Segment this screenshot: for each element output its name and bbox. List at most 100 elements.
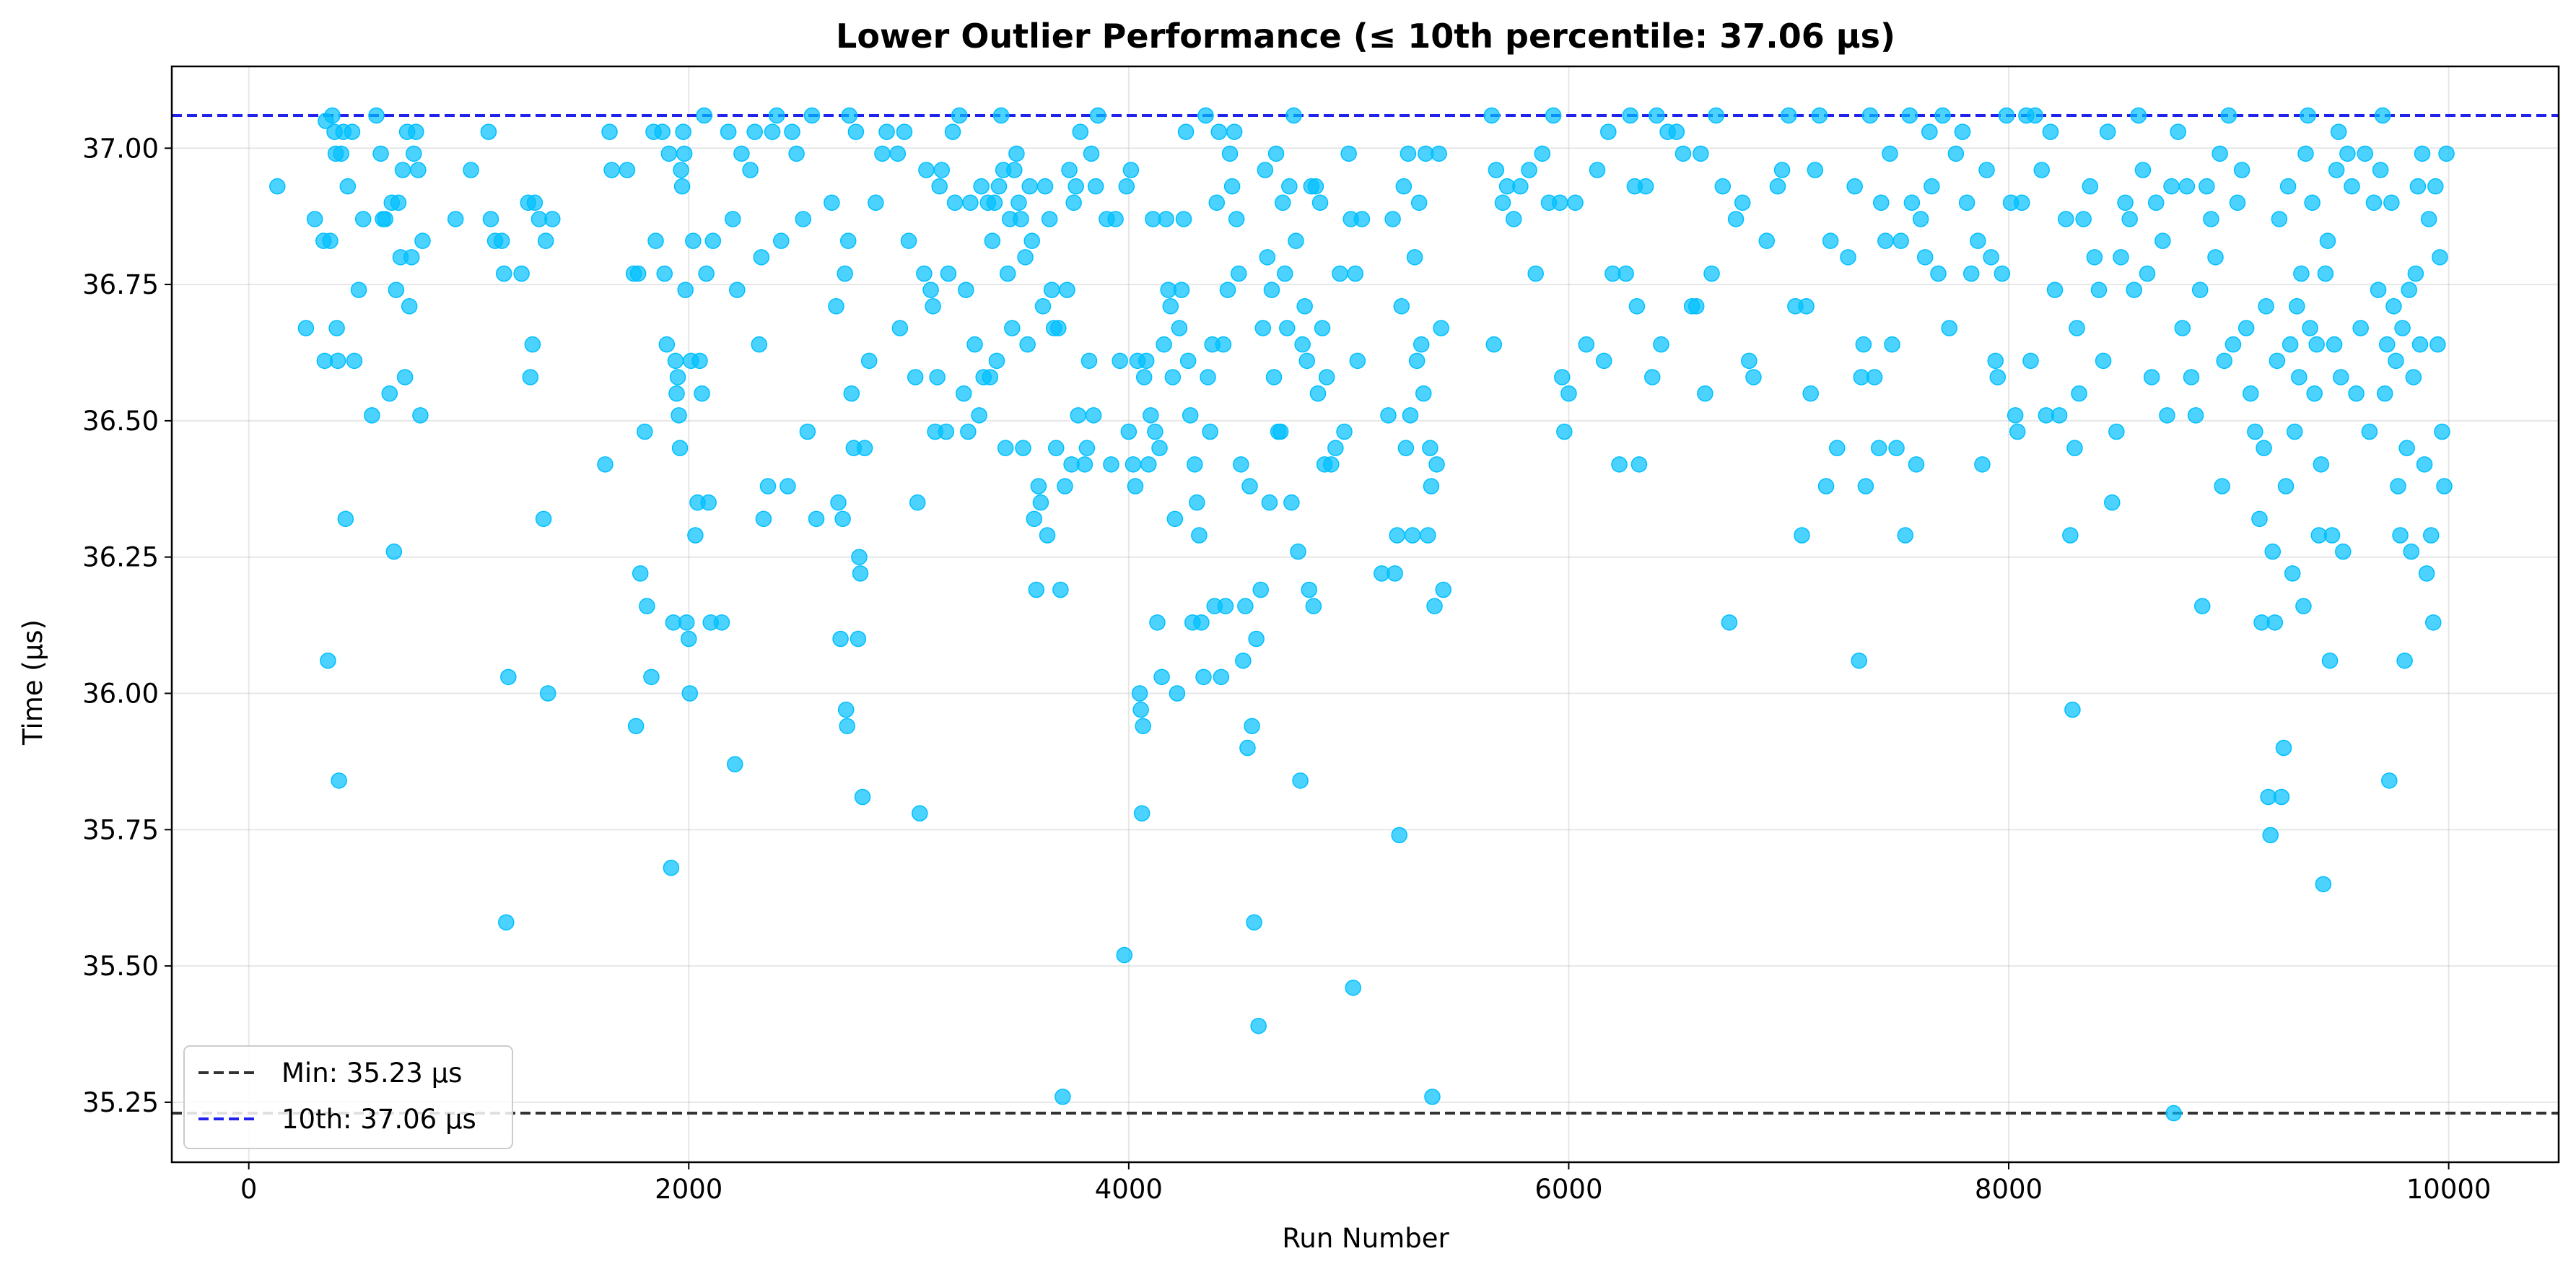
data-point bbox=[2372, 162, 2389, 178]
data-point bbox=[2304, 194, 2320, 212]
data-point bbox=[1630, 456, 1648, 473]
data-point bbox=[1780, 107, 1797, 124]
data-point bbox=[1085, 407, 1102, 424]
data-point bbox=[784, 123, 800, 140]
data-point bbox=[1133, 805, 1151, 821]
data-point bbox=[1866, 369, 1883, 385]
data-point bbox=[1406, 249, 1423, 266]
data-point bbox=[1195, 668, 1212, 686]
data-point bbox=[1420, 527, 1436, 544]
data-point bbox=[1924, 178, 1940, 195]
data-point bbox=[522, 369, 539, 385]
data-point bbox=[2379, 336, 2396, 353]
data-point bbox=[1962, 265, 1980, 282]
data-point bbox=[742, 162, 759, 178]
data-point bbox=[1811, 107, 1828, 124]
data-point bbox=[2014, 194, 2030, 212]
data-point bbox=[1272, 423, 1289, 440]
data-point bbox=[1617, 265, 1634, 282]
data-point bbox=[1734, 194, 1751, 212]
data-point bbox=[768, 107, 785, 124]
data-point bbox=[656, 265, 673, 282]
data-point bbox=[1034, 298, 1052, 315]
data-point bbox=[2407, 265, 2424, 282]
data-point bbox=[2403, 543, 2420, 560]
data-point bbox=[946, 194, 964, 212]
data-point bbox=[495, 265, 512, 282]
y-tick-label: 36.25 bbox=[82, 542, 159, 573]
data-point bbox=[1336, 423, 1353, 440]
data-point bbox=[698, 265, 715, 282]
data-point bbox=[2071, 385, 2087, 402]
data-point bbox=[2429, 336, 2446, 353]
data-point bbox=[1083, 145, 1100, 162]
data-point bbox=[1589, 162, 1606, 178]
data-point bbox=[1019, 336, 1036, 353]
data-point bbox=[795, 211, 812, 227]
data-point bbox=[1941, 320, 1957, 336]
data-point bbox=[691, 352, 708, 370]
data-point bbox=[1187, 456, 1203, 473]
data-point bbox=[673, 178, 691, 195]
data-point bbox=[678, 614, 695, 631]
data-point bbox=[2352, 320, 2369, 336]
data-point bbox=[1285, 107, 1302, 124]
data-point bbox=[2237, 320, 2255, 336]
data-point bbox=[1637, 178, 1654, 195]
data-point bbox=[406, 145, 422, 162]
data-point bbox=[931, 178, 948, 195]
data-point bbox=[2432, 249, 2448, 266]
data-point bbox=[1089, 107, 1106, 124]
data-point bbox=[2425, 614, 2442, 631]
data-point bbox=[2117, 194, 2134, 212]
data-point bbox=[1179, 352, 1197, 370]
data-point bbox=[1290, 543, 1306, 560]
data-point bbox=[320, 652, 336, 669]
data-point bbox=[1261, 494, 1278, 511]
data-point bbox=[1153, 668, 1170, 686]
data-point bbox=[2365, 194, 2383, 212]
data-point bbox=[1135, 369, 1153, 385]
data-point bbox=[803, 107, 821, 124]
data-point bbox=[1773, 162, 1791, 178]
data-point bbox=[1193, 614, 1210, 631]
data-point bbox=[2258, 298, 2274, 315]
data-point bbox=[1132, 701, 1149, 718]
data-point bbox=[537, 232, 554, 249]
data-point bbox=[2121, 211, 2138, 227]
data-point bbox=[843, 385, 860, 402]
data-point bbox=[2203, 211, 2219, 227]
data-point bbox=[337, 510, 354, 528]
data-point bbox=[1307, 178, 1324, 195]
data-point bbox=[2233, 162, 2250, 178]
data-point bbox=[900, 232, 917, 249]
data-point bbox=[1135, 718, 1151, 735]
x-axis-ticks: 0 2000 4000 6000 8000 10000 bbox=[240, 1162, 2491, 1205]
data-point bbox=[1065, 194, 1082, 212]
data-point bbox=[482, 211, 499, 227]
data-point bbox=[751, 336, 768, 353]
data-point bbox=[1210, 123, 1228, 140]
data-point bbox=[2388, 352, 2404, 370]
data-point bbox=[1026, 510, 1043, 528]
data-point bbox=[668, 385, 685, 402]
data-point bbox=[447, 211, 464, 227]
data-point bbox=[632, 565, 649, 582]
data-point bbox=[1023, 232, 1040, 249]
data-point bbox=[1116, 946, 1133, 964]
y-tick-label: 36.00 bbox=[82, 679, 159, 710]
data-point bbox=[2344, 178, 2360, 195]
data-point bbox=[1402, 407, 1419, 424]
data-point bbox=[1021, 178, 1038, 195]
data-point bbox=[1175, 211, 1192, 227]
data-point bbox=[1888, 440, 1905, 456]
data-point bbox=[1006, 162, 1023, 178]
data-point bbox=[1851, 652, 1868, 669]
data-point bbox=[1410, 194, 1428, 212]
data-point bbox=[1237, 598, 1254, 614]
data-point bbox=[2333, 369, 2349, 385]
data-point bbox=[2370, 282, 2387, 298]
data-point bbox=[973, 178, 990, 195]
data-point bbox=[999, 265, 1016, 282]
